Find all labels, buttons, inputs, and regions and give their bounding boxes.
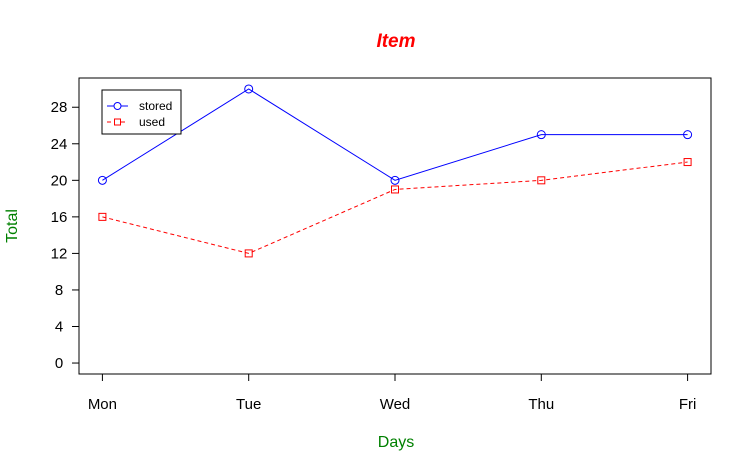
legend-marker-stored	[113, 102, 122, 110]
series-line-stored	[102, 88, 688, 181]
y-tick-label: 0	[55, 355, 63, 372]
y-tick-label: 24	[51, 136, 68, 153]
x-tick-label: Tue	[236, 396, 261, 413]
y-axis-label: Total	[4, 209, 21, 243]
y-tick-label: 12	[51, 245, 68, 262]
data-point-stored	[244, 84, 254, 94]
x-tick-label: Fri	[679, 396, 697, 413]
x-tick-label: Thu	[528, 396, 554, 413]
data-point-stored	[683, 130, 693, 140]
legend-label-used: used	[139, 115, 165, 129]
legend-box	[101, 89, 182, 135]
series-line-used	[102, 161, 688, 254]
data-point-used	[391, 185, 399, 194]
data-point-stored	[97, 175, 107, 185]
chart-title: Item	[376, 31, 415, 52]
x-tick-label: Wed	[380, 396, 411, 413]
x-axis-label: Days	[378, 434, 414, 451]
y-tick-label: 28	[51, 99, 68, 116]
data-point-used	[683, 158, 692, 167]
data-point-stored	[390, 175, 400, 185]
data-point-used	[98, 212, 107, 221]
y-tick-label: 8	[55, 282, 63, 299]
legend: stored used	[101, 89, 182, 135]
y-axis: 0 4 8 12 16 20 24 28	[51, 99, 80, 372]
data-point-used	[537, 176, 546, 185]
data-point-used	[244, 249, 253, 258]
data-point-stored	[536, 130, 546, 140]
x-tick-label: Mon	[88, 396, 117, 413]
y-tick-label: 20	[51, 172, 68, 189]
series-layer	[97, 84, 693, 258]
y-tick-label: 4	[55, 318, 63, 335]
legend-label-stored: stored	[139, 99, 172, 113]
legend-marker-used	[114, 118, 121, 126]
x-axis: Mon Tue Wed Thu Fri	[88, 373, 697, 413]
y-tick-label: 16	[51, 209, 68, 226]
